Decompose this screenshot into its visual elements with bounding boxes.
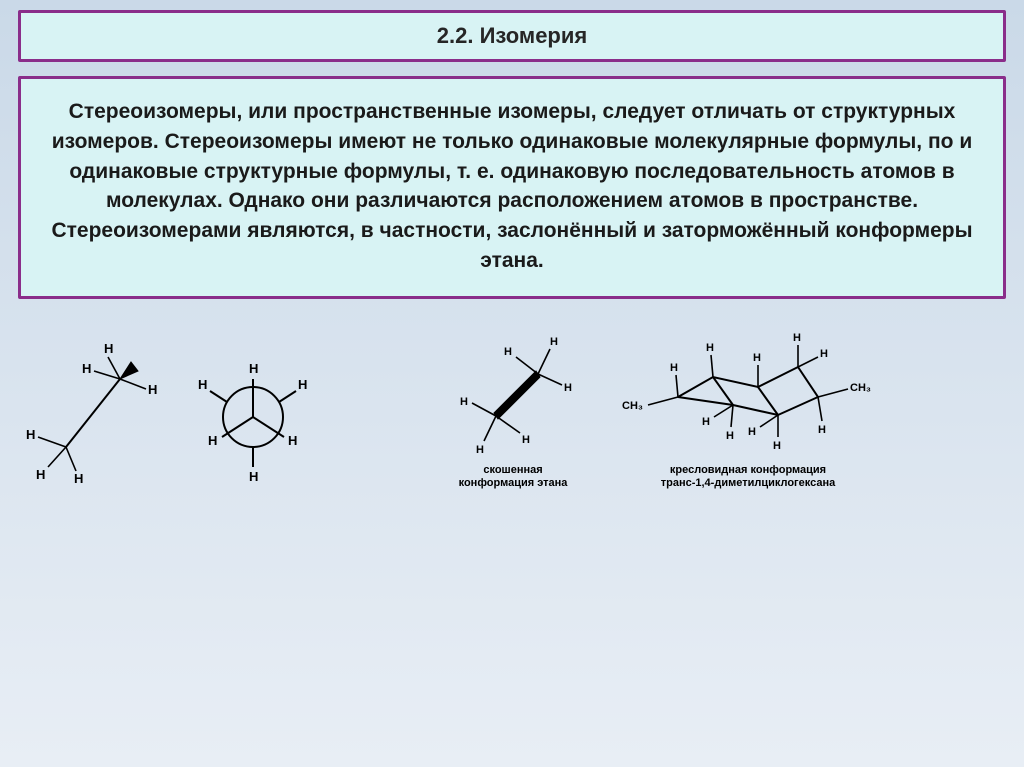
figure-sawhorse-ethane: H H H H H H bbox=[18, 339, 158, 489]
newman-svg: H H H H H H bbox=[178, 339, 328, 489]
atom-h: H bbox=[104, 341, 113, 356]
atom-h: H bbox=[460, 396, 468, 408]
chair-svg: CH₃ H CH₃ H H H H H H H H H bbox=[618, 327, 878, 462]
figure-row: H H H H H H H H H H H bbox=[18, 327, 1006, 489]
caption-line: транс-1,4-диметилциклогексана bbox=[661, 477, 836, 489]
atom-h: H bbox=[702, 416, 710, 428]
slide-title: 2.2. Изомерия bbox=[41, 23, 983, 49]
figure-gauche-ethane: H H H H H H скошенная конформация этана bbox=[428, 327, 598, 489]
figure-caption-gauche: скошенная конформация этана bbox=[459, 464, 568, 489]
title-panel: 2.2. Изомерия bbox=[18, 10, 1006, 62]
atom-h: H bbox=[550, 336, 558, 348]
atom-ch3: CH₃ bbox=[850, 382, 871, 394]
atom-h: H bbox=[249, 469, 258, 484]
atom-h: H bbox=[288, 433, 297, 448]
caption-line: кресловидная конформация bbox=[670, 464, 826, 476]
atom-h: H bbox=[504, 346, 512, 358]
atom-h: H bbox=[820, 348, 828, 360]
atom-h: H bbox=[74, 471, 83, 486]
body-paragraph: Стереоизомеры, или пространственные изом… bbox=[47, 97, 977, 276]
atom-h: H bbox=[298, 377, 307, 392]
atom-h: H bbox=[522, 434, 530, 446]
atom-h: H bbox=[26, 427, 35, 442]
figure-newman-eclipsed: H H H H H H bbox=[178, 339, 328, 489]
atom-h: H bbox=[564, 382, 572, 394]
atom-h: H bbox=[818, 424, 826, 436]
atom-h: H bbox=[36, 467, 45, 482]
atom-h: H bbox=[476, 444, 484, 456]
atom-h: H bbox=[748, 426, 756, 438]
atom-h: H bbox=[670, 362, 678, 374]
atom-h: H bbox=[208, 433, 217, 448]
atom-h: H bbox=[82, 361, 91, 376]
atom-ch3: CH₃ bbox=[622, 400, 643, 412]
body-panel: Стереоизомеры, или пространственные изом… bbox=[18, 76, 1006, 299]
sawhorse-svg: H H H H H H bbox=[18, 339, 158, 489]
atom-h: H bbox=[793, 332, 801, 344]
atom-h: H bbox=[249, 361, 258, 376]
atom-h: H bbox=[726, 430, 734, 442]
gauche-svg: H H H H H H bbox=[428, 327, 598, 462]
atom-h: H bbox=[198, 377, 207, 392]
caption-line: скошенная bbox=[483, 464, 542, 476]
atom-h: H bbox=[706, 342, 714, 354]
atom-h: H bbox=[148, 382, 157, 397]
atom-h: H bbox=[753, 352, 761, 364]
caption-line: конформация этана bbox=[459, 477, 568, 489]
figure-caption-chair: кресловидная конформация транс-1,4-димет… bbox=[661, 464, 836, 489]
figure-chair-cyclohexane: CH₃ H CH₃ H H H H H H H H H bbox=[618, 327, 878, 489]
atom-h: H bbox=[773, 440, 781, 452]
